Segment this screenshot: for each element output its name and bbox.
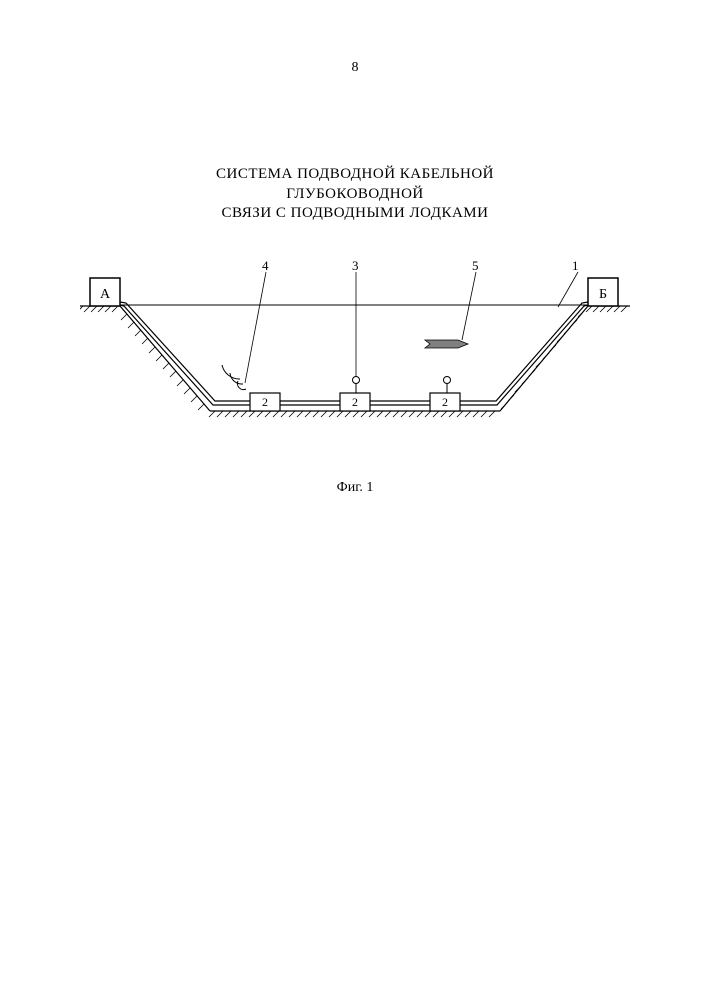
callout-1-line bbox=[558, 272, 578, 307]
hydro-waves-icon bbox=[222, 365, 246, 390]
callout-1-label: 1 bbox=[572, 260, 579, 273]
callout-4-line bbox=[245, 272, 266, 383]
callout-3-label: 3 bbox=[352, 260, 359, 273]
hatch-left-bank bbox=[80, 306, 118, 312]
callout-5-line bbox=[462, 272, 476, 340]
station-a-label: А bbox=[100, 287, 111, 302]
figure-caption: Фиг. 1 bbox=[337, 480, 374, 496]
node-3-label: 2 bbox=[442, 395, 448, 409]
hatch-right-bank bbox=[586, 306, 627, 312]
page-title: СИСТЕМА ПОДВОДНОЙ КАБЕЛЬНОЙ ГЛУБОКОВОДНО… bbox=[178, 165, 533, 224]
antenna-2-head bbox=[353, 377, 360, 384]
callout-5-label: 5 bbox=[472, 260, 479, 273]
callout-4-label: 4 bbox=[262, 260, 269, 273]
submarine-icon bbox=[425, 340, 468, 348]
node-1-label: 2 bbox=[262, 395, 268, 409]
diagram: А Б 2 2 2 1 3 4 5 bbox=[80, 260, 630, 460]
cable-inner bbox=[120, 302, 588, 401]
seafloor-left-slope bbox=[120, 306, 210, 411]
node-2-label: 2 bbox=[352, 395, 358, 409]
hatch-bottom bbox=[209, 411, 495, 417]
antenna-3-head bbox=[444, 377, 451, 384]
hatch-left-slope bbox=[121, 314, 204, 410]
page-number: 8 bbox=[352, 60, 359, 76]
schematic-svg: А Б 2 2 2 1 3 4 5 bbox=[80, 260, 630, 460]
station-b-label: Б bbox=[599, 287, 607, 302]
